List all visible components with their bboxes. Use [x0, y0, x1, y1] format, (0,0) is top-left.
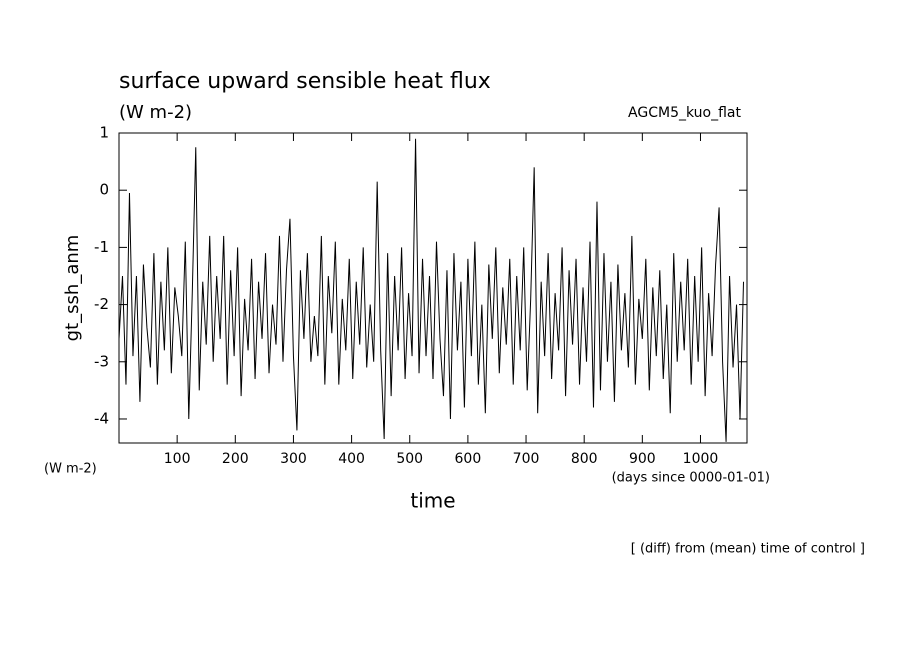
x-tick-label: 900	[629, 451, 656, 467]
x-tick-label: 200	[222, 451, 249, 467]
y-axis-label: gt_ssh_anm	[62, 235, 83, 342]
y-tick-label: 0	[99, 181, 109, 199]
chart-title: surface upward sensible heat flux	[119, 69, 491, 94]
annotation: AGCM5_kuo_flat	[628, 105, 741, 121]
footnote: [ (diff) from (mean) time of control ]	[631, 542, 865, 557]
x-tick-label: 800	[571, 451, 598, 467]
data-line	[118, 138, 745, 442]
y-tick-label: 1	[99, 124, 109, 142]
y-tick-label: -4	[94, 409, 109, 427]
x-tick-label: 700	[513, 451, 540, 467]
x-tick-label: 100	[164, 451, 191, 467]
x-tick-label: 500	[396, 451, 423, 467]
y-tick-label: -1	[94, 238, 109, 256]
y-units: (W m-2)	[44, 462, 97, 477]
plot-frame	[118, 132, 748, 444]
y-tick-label: -3	[94, 352, 109, 370]
chart-subtitle: (W m-2)	[119, 102, 192, 123]
x-tick-label: 600	[455, 451, 482, 467]
y-tick-label: -2	[94, 295, 109, 313]
x-tick-label: 400	[338, 451, 365, 467]
x-axis-label: time	[410, 489, 455, 513]
x-units: (days since 0000-01-01)	[612, 471, 770, 486]
x-tick-label: 1000	[683, 451, 719, 467]
x-tick-label: 300	[280, 451, 307, 467]
